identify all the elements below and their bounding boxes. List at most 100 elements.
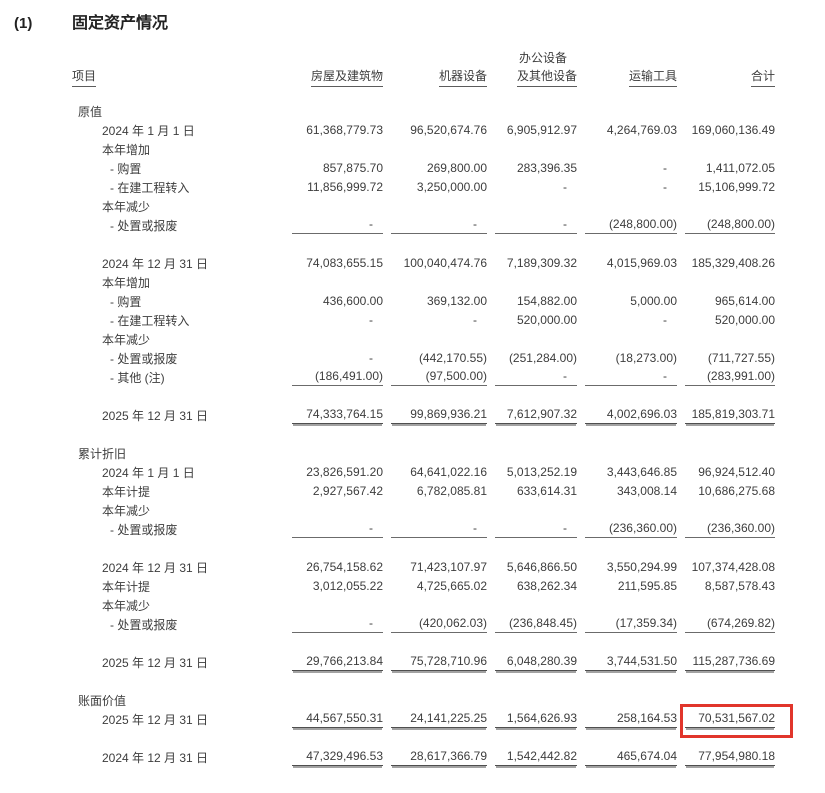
value-cell [383,329,487,348]
row-label: 2024 年 1 月 1 日 [102,466,195,480]
value-cell: 436,600.00 [322,294,383,308]
spacer-row [72,424,775,443]
value-cell [487,272,577,291]
spacer-row [72,538,775,557]
value-cell [577,101,677,120]
value-cell [487,101,577,120]
value-cell: 44,567,550.31 [284,709,383,728]
value-cell: - [284,519,383,538]
value-cell: 74,083,655.15 [306,256,383,270]
value-cell: 107,374,428.08 [691,560,775,574]
table-body: 原值 2024 年 1 月 1 日 61,368,779.73 96,520,674.… [72,101,793,766]
value-cell: 4,015,969.03 [606,256,677,270]
value-cell: 96,520,674.76 [410,123,487,137]
value-cell [677,196,775,215]
value-cell: 28,617,366.79 [383,747,487,766]
table-row: 本年增加 [72,139,775,158]
value-cell [487,690,577,709]
row-label: - 在建工程转入 [110,314,190,328]
table-row: - 在建工程转入 - - 520,000.00 - 520,000.00 [72,310,775,329]
value-cell: 3,550,294.99 [606,560,677,574]
value-cell: - [369,313,373,327]
value-cell: - [663,313,667,327]
table-row: 2025 年 12 月 31 日 74,333,764.15 99,869,936.… [72,405,775,424]
value-cell [677,690,775,709]
value-cell: 5,646,866.50 [506,560,577,574]
value-cell: 211,595.85 [617,579,677,593]
value-cell: 283,396.35 [516,161,577,175]
value-cell [284,139,383,158]
value-cell [577,329,677,348]
value-cell: 4,002,696.03 [577,405,677,424]
value-cell [577,139,677,158]
column-header-machinery: 机器设备 [438,67,487,87]
value-cell: - [284,215,383,234]
value-cell: 74,333,764.15 [284,405,383,424]
value-cell: 3,250,000.00 [416,180,487,194]
value-cell: - [284,614,383,633]
row-label: 本年减少 [102,599,151,613]
table-row: - 处置或报废 - - - (236,360.00) (236,360.00) [72,519,775,538]
value-cell: 520,000.00 [714,313,775,327]
table-row: 本年增加 [72,272,775,291]
value-cell: 77,954,980.18 [677,747,775,766]
table-row: 2024 年 12 月 31 日 26,754,158.62 71,423,107.… [72,557,775,576]
value-cell [487,500,577,519]
value-cell: 965,614.00 [714,294,775,308]
value-cell: (248,800.00) [677,215,775,234]
value-cell: 26,754,158.62 [306,560,383,574]
value-cell: - [663,180,667,194]
row-label: 本年计提 [102,580,151,594]
value-cell: 6,905,912.97 [506,123,577,137]
value-cell: (711,727.55) [707,351,775,365]
value-cell [383,500,487,519]
row-label: - 在建工程转入 [110,181,190,195]
value-cell [577,500,677,519]
column-header-transport: 运输工具 [628,67,677,87]
value-cell [487,196,577,215]
column-header-office-line1: 办公设备 [518,51,567,65]
value-cell [577,595,677,614]
value-cell [677,139,775,158]
value-cell [677,272,775,291]
value-cell: 1,411,072.05 [705,161,775,175]
value-cell: - [577,367,677,386]
table-row: 本年减少 [72,329,775,348]
value-cell [677,595,775,614]
value-cell: 71,423,107.97 [410,560,487,574]
value-cell: 24,141,225.25 [383,709,487,728]
value-cell: 96,924,512.40 [698,465,775,479]
fixed-assets-table: 办公设备 项目 房屋及建筑物 机器设备 及其他设备 运输工具 合计 原值 2024… [72,49,793,766]
table-row: - 在建工程转入 11,856,999.72 3,250,000.00 - - 15,10… [72,177,775,196]
value-cell: 465,674.04 [577,747,677,766]
table-row: 本年减少 [72,595,775,614]
value-cell: 4,725,665.02 [416,579,487,593]
value-cell: 269,800.00 [426,161,487,175]
table-row: - 购置 436,600.00 369,132.00 154,882.00 5,000.… [72,291,775,310]
table-row: 2024 年 12 月 31 日 47,329,496.53 28,617,366.… [72,747,775,766]
row-label: - 处置或报废 [110,523,178,537]
spacer-row [72,633,775,652]
value-cell: 2,927,567.42 [312,484,383,498]
header-row-top: 办公设备 [72,49,775,66]
value-cell: 185,329,408.26 [691,256,775,270]
value-cell: 1,542,442.82 [487,747,577,766]
value-cell [383,101,487,120]
value-cell: 169,060,136.49 [691,123,775,137]
value-cell [677,101,775,120]
value-cell: - [487,215,577,234]
value-cell: 115,287,736.69 [677,652,775,671]
table-row: 2025 年 12 月 31 日 29,766,213.84 75,728,710.… [72,652,775,671]
value-cell [577,690,677,709]
spacer-row [72,234,775,253]
spacer-row [72,386,775,405]
table-row: - 购置 857,875.70 269,800.00 283,396.35 - 1,411… [72,158,775,177]
row-label: 累计折旧 [78,447,127,461]
value-cell: - [663,161,667,175]
table-row: 累计折旧 [72,443,775,462]
value-cell [383,272,487,291]
row-label: 2024 年 1 月 1 日 [102,124,195,138]
value-cell [383,690,487,709]
row-label: 本年增加 [102,143,151,157]
